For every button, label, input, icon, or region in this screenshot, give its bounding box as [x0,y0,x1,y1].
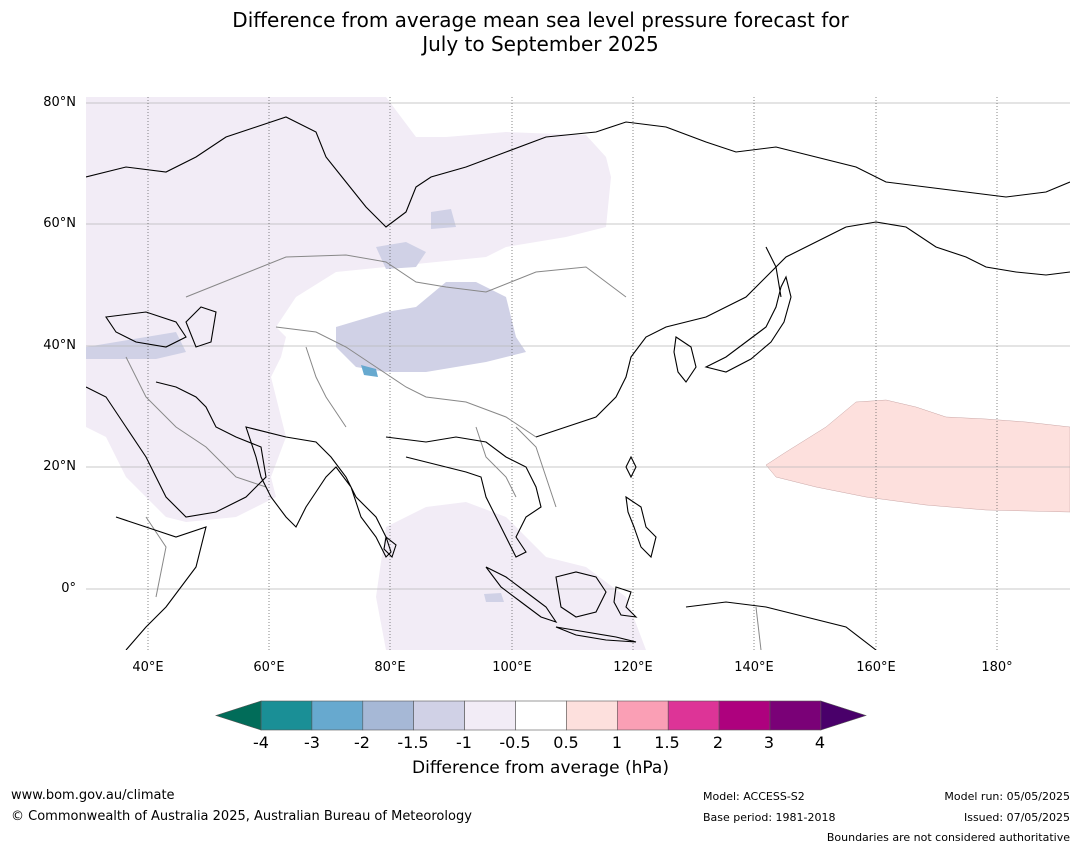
colorbar-box [566,700,618,731]
colorbar-tick: -1 [456,733,472,752]
colorbar-box [718,700,771,731]
lon-label-120e: 120°E [613,660,653,675]
colorbar-label: Difference from average (hPa) [412,758,669,778]
colorbar-tick: 2 [712,733,724,752]
anomaly-region-borneo [484,593,504,602]
colorbar-box [769,700,822,731]
lat-label-60n: 60°N [43,216,76,231]
footer-copyright: © Commonwealth of Australia 2025, Austra… [11,809,472,824]
colorbar-under-arrow [215,700,262,731]
colorbar-box [362,700,414,731]
title-line-2: July to September 2025 [422,32,659,56]
colorbar-box [464,700,516,731]
coastlines [86,116,1070,650]
footer-disclaimer: Boundaries are not considered authoritat… [826,831,1070,844]
colorbar-box [667,700,720,731]
colorbar-over-arrow [820,700,867,731]
footer-model: Model: ACCESS-S2 [703,790,805,803]
lon-label-40e: 40°E [132,660,164,675]
colorbar-tick: 3 [763,733,775,752]
colorbar-tick: -3 [304,733,320,752]
colorbar-tick: -2 [354,733,370,752]
lat-label-80n: 80°N [43,95,76,110]
anomaly-region-himalaya [361,365,378,377]
map-title: Difference from average mean sea level p… [0,8,1081,56]
anomaly-region-siberia [376,242,426,269]
colorbar-tick: 4 [814,733,826,752]
country-borders [125,254,762,650]
anomaly-region-central-asia [336,282,526,372]
lon-label-180: 180° [981,660,1013,675]
colorbar-tick: -1.5 [397,733,429,752]
colorbar-tick: -0.5 [499,733,531,752]
lat-label-0: 0° [61,581,76,596]
graticule [86,102,1070,590]
lat-label-40n: 40°N [43,338,76,353]
colorbar-boxes [215,700,867,731]
colorbar-tick: -4 [253,733,269,752]
footer-issued: Issued: 07/05/2025 [963,811,1070,824]
map-svg [86,97,1070,650]
colorbar-tick: 0.5 [553,733,579,752]
anomaly-region-europe [86,147,301,277]
colorbar-box [260,700,313,731]
colorbar-tick: 1 [611,733,623,752]
anomaly-region-indian-ocean [376,502,646,650]
footer-base-period: Base period: 1981-2018 [703,811,836,824]
colorbar-box [616,700,669,731]
lon-label-160e: 160°E [856,660,896,675]
colorbar-tick: 1.5 [654,733,680,752]
lon-label-140e: 140°E [734,660,774,675]
colorbar-box [311,700,364,731]
lon-label-80e: 80°E [374,660,406,675]
lat-label-20n: 20°N [43,459,76,474]
map-panel [86,97,1070,650]
anomaly-region-pacific [765,399,1070,513]
lon-label-100e: 100°E [492,660,532,675]
colorbar-box [413,700,465,731]
colorbar-box [515,700,567,731]
lon-label-60e: 60°E [253,660,285,675]
anomaly-region-middle-east [86,332,186,359]
footer-model-run: Model run: 05/05/2025 [944,790,1070,803]
title-line-1: Difference from average mean sea level p… [232,8,849,32]
meridians [147,97,998,650]
footer-website[interactable]: www.bom.gov.au/climate [11,788,175,803]
